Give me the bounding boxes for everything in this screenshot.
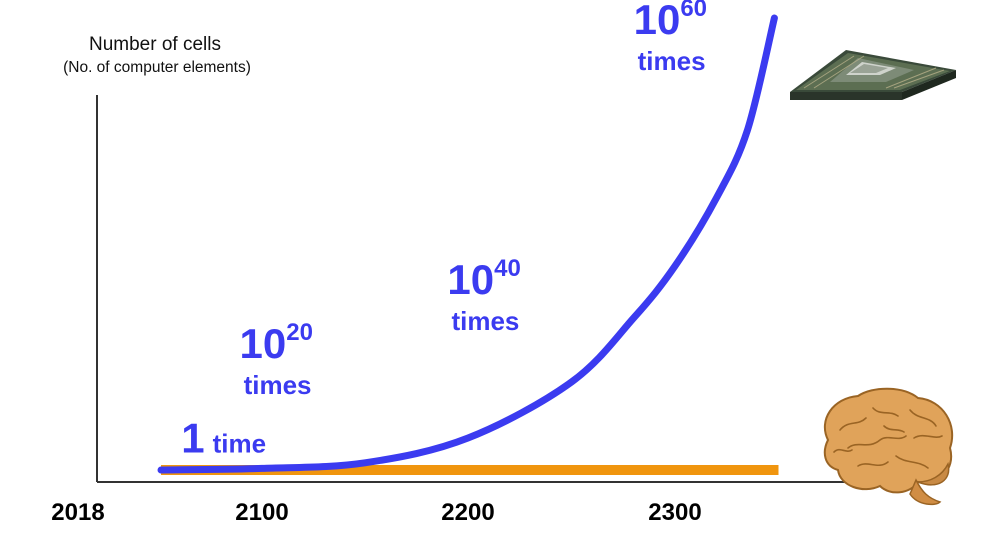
x-tick-label: 2300 bbox=[648, 499, 701, 526]
growth-series-line bbox=[157, 14, 778, 474]
annotation-word: times bbox=[451, 306, 519, 336]
annotation-number: 1060 bbox=[634, 0, 707, 43]
x-tick-label: 2018 bbox=[51, 499, 104, 526]
annotation-label: 1 time bbox=[181, 414, 266, 461]
x-tick-labels: 2018 2100 2200 2300 bbox=[51, 499, 701, 526]
cpu-chip-icon bbox=[790, 50, 956, 100]
x-tick-label: 2100 bbox=[235, 499, 288, 526]
x-tick-label: 2200 bbox=[441, 499, 494, 526]
annotation-number: 1040 bbox=[447, 255, 520, 303]
annotation-number: 1 time bbox=[181, 414, 266, 461]
y-axis-sublabel: (No. of computer elements) bbox=[63, 59, 251, 76]
annotation-word: times bbox=[244, 370, 312, 400]
annotation-word: times bbox=[638, 46, 706, 76]
series-layer bbox=[157, 14, 779, 475]
brain-icon bbox=[823, 387, 954, 506]
y-axis-label: Number of cells bbox=[89, 34, 221, 55]
annotation-number: 1020 bbox=[240, 319, 313, 367]
